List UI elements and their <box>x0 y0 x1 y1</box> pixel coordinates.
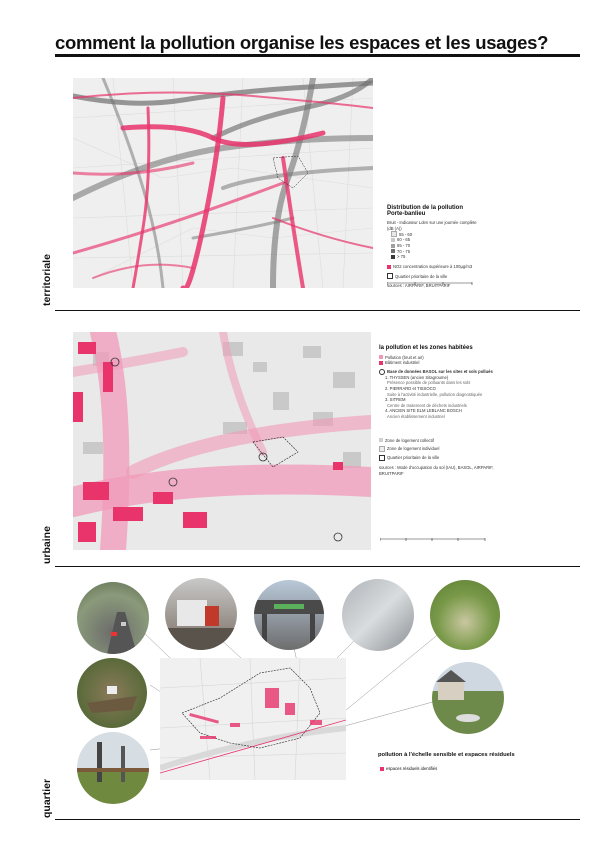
legend-source: sources : AIRPARIF, BRUITPARIF <box>387 283 451 289</box>
photo-bridge <box>254 580 324 650</box>
territoriale-legend: Distribution de la pollution Porte-banli… <box>387 205 477 289</box>
swatch-residual <box>380 766 384 771</box>
scale-bar <box>387 282 473 285</box>
legend-class: > 75 <box>397 254 406 260</box>
swatch-70-75 <box>391 249 395 254</box>
photo-trees <box>77 732 149 804</box>
legend-zone: Quartier prioritaire de la ville <box>387 455 440 461</box>
swatch-55-60 <box>391 231 397 238</box>
basol-entry: 4. ANCIEN SITE ELM LEBLANC BOSCH <box>385 408 462 414</box>
swatch-collectif <box>379 438 383 443</box>
swatch-60-65 <box>391 238 395 243</box>
noise-pollution-map <box>73 78 373 288</box>
urban-pollution-map <box>73 332 371 550</box>
legend-item: Bâtiment industriel <box>385 360 420 366</box>
scale-bar <box>380 538 486 541</box>
swatch-individuel <box>379 446 385 453</box>
legend-class: 60 - 65 <box>397 237 411 243</box>
photo-truck <box>165 578 237 650</box>
basol-desc: Ancien établissement industriel <box>387 413 445 419</box>
section-label-territoriale: territoriale <box>41 254 53 306</box>
basol-entry: 3. SITREM <box>385 397 406 403</box>
section-label-urbaine: urbaine <box>41 526 53 564</box>
legend-subtitle: Bruit - Indicateur Lden sur une journée … <box>387 220 477 231</box>
basol-entry: 1. THYSSEN (ancien Sitagroume) <box>385 374 449 380</box>
swatch-qpv <box>379 455 385 462</box>
legend-class: 55 - 60 <box>399 231 413 237</box>
quartier-legend-item: espaces résiduels identifiés <box>380 766 437 771</box>
legend-title: la pollution et les zones habitées <box>379 345 473 351</box>
section-divider <box>55 819 580 820</box>
basol-desc: Présence possible de polluants dans les … <box>387 380 471 386</box>
basol-desc: Centre de traitement de déchets industri… <box>387 402 467 408</box>
section-divider <box>55 566 580 567</box>
urbaine-legend: la pollution et les zones habitées Pollu… <box>379 345 509 476</box>
photo-graffiti-wall <box>342 579 414 651</box>
legend-zone: Zone de logement individuel <box>387 446 440 452</box>
swatch-industrial <box>379 360 383 365</box>
swatch-basol <box>379 368 385 375</box>
basol-entry: 2. PIERRARD et TISSOCO <box>385 385 436 391</box>
legend-perimeter: Quartier prioritaire de la ville <box>395 273 448 279</box>
swatch-no2 <box>387 264 391 269</box>
page-title: comment la pollution organise les espace… <box>55 32 549 53</box>
quartier-legend-title: pollution à l'échelle sensible et espace… <box>378 752 515 758</box>
legend-item: Pollution (bruit et air) <box>385 354 424 360</box>
photo-grass <box>430 580 500 650</box>
swatch-perimeter <box>387 273 393 280</box>
swatch-pollution <box>379 355 383 360</box>
legend-class: 65 - 70 <box>397 242 411 248</box>
photo-road-traffic <box>77 582 149 654</box>
section-divider <box>55 310 580 311</box>
legend-title: Distribution de la pollution Porte-banli… <box>387 205 463 217</box>
photo-roadside <box>432 662 504 734</box>
title-rule <box>55 54 580 57</box>
swatch-75 <box>391 254 395 259</box>
legend-zone: Zone de logement collectif <box>385 437 434 443</box>
basol-desc: Suite à l'activité industrielle, polluti… <box>387 391 483 397</box>
photo-rubble <box>77 658 147 728</box>
legend-residual-label: espaces résiduels identifiés <box>386 766 438 771</box>
swatch-65-70 <box>391 243 395 248</box>
legend-no2: NO2 concentration supérieure à 100µg/m3 <box>393 263 473 269</box>
legend-class: 70 - 75 <box>397 248 411 254</box>
quartier-map <box>160 658 346 780</box>
legend-source: sources : Mode d'occupation du sol (IAU)… <box>379 465 494 476</box>
section-label-quartier: quartier <box>41 778 53 818</box>
legend-basol-title: Base de données BASOL sur les sites et s… <box>387 368 493 374</box>
